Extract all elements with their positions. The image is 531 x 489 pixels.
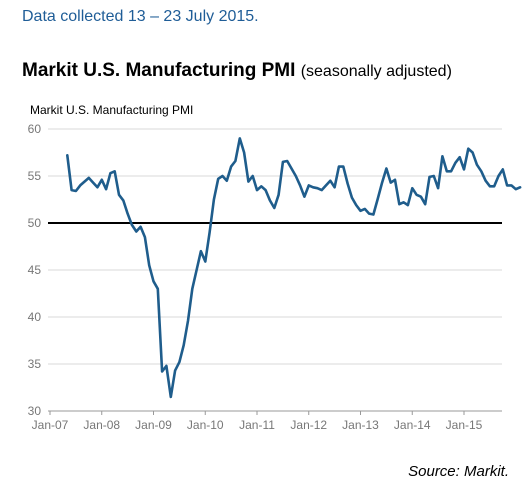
series-group [66,137,522,399]
x-axis [48,410,502,415]
x-tick-Jan-12: Jan-12 [290,418,327,432]
y-tick-30: 30 [28,404,42,418]
y-axis-label: Markit U.S. Manufacturing PMI [30,103,194,117]
series-line-0 [66,137,522,399]
chart-subtitle: Data collected 13 – 23 July 2015. [22,8,259,25]
source-note: Source: Markit. [408,463,509,480]
x-tick-Jan-09: Jan-09 [135,418,172,432]
y-tick-labels: 30 35 40 45 50 55 60 [28,122,42,418]
chart-title-main: Markit U.S. Manufacturing PMI [22,60,296,81]
x-tick-Jan-07: Jan-07 [32,418,69,432]
x-tick-Jan-14: Jan-14 [394,418,431,432]
grid-lines [48,128,502,365]
y-tick-60: 60 [28,122,42,136]
x-tick-Jan-10: Jan-10 [187,418,224,432]
x-tick-Jan-15: Jan-15 [446,418,483,432]
chart-title-note: (seasonally adjusted) [300,63,452,80]
x-tick-labels: Jan-07 Jan-08 Jan-09 Jan-10 Jan-11 Jan-12 Jan-… [32,418,483,432]
x-tick-Jan-08: Jan-08 [83,418,120,432]
y-tick-40: 40 [28,310,42,324]
chart-title: Markit U.S. Manufacturing PMI (seasonall… [22,60,452,82]
x-tick-Jan-11: Jan-11 [239,418,275,432]
y-tick-55: 55 [28,169,42,183]
y-tick-50: 50 [28,216,42,230]
x-tick-Jan-13: Jan-13 [342,418,379,432]
y-tick-45: 45 [28,263,42,277]
y-tick-35: 35 [28,357,42,371]
